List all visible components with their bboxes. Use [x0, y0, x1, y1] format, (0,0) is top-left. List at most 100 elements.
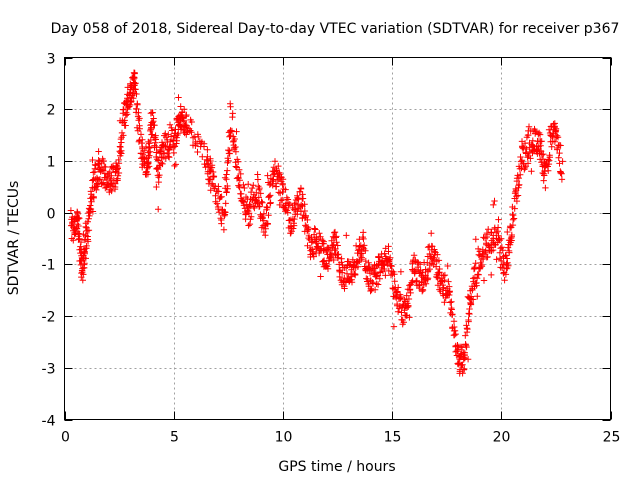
- data-point: [422, 280, 430, 287]
- data-point: [235, 182, 242, 189]
- data-point: [297, 185, 305, 193]
- data-point: [508, 231, 515, 239]
- data-point: [478, 263, 486, 270]
- data-point: [354, 247, 362, 254]
- data-point: [170, 149, 177, 157]
- data-point: [406, 314, 413, 321]
- data-point: [284, 196, 292, 203]
- data-point: [145, 160, 152, 167]
- data-point: [381, 265, 388, 273]
- data-point: [90, 193, 97, 200]
- data-point: [367, 285, 374, 292]
- data-point: [381, 250, 388, 257]
- data-point: [194, 148, 201, 156]
- data-point: [223, 188, 230, 196]
- data-point: [330, 256, 337, 264]
- data-point: [114, 165, 121, 172]
- x-tick-label: 25: [603, 430, 621, 446]
- data-point: [451, 331, 458, 339]
- data-point: [204, 157, 211, 164]
- data-point: [120, 132, 127, 139]
- data-point: [510, 215, 518, 222]
- data-point: [70, 237, 77, 244]
- data-point: [299, 195, 307, 202]
- data-point: [516, 165, 524, 172]
- data-point: [147, 148, 154, 155]
- data-point: [165, 153, 172, 160]
- data-point: [200, 140, 208, 147]
- data-point: [282, 186, 289, 193]
- data-point: [208, 164, 216, 171]
- data-point: [139, 136, 146, 143]
- plot-frame: [64, 57, 611, 420]
- data-point: [250, 203, 257, 210]
- data-point: [285, 202, 292, 209]
- data-point: [412, 278, 420, 285]
- data-point: [264, 204, 271, 211]
- data-point: [75, 222, 82, 230]
- x-tick-label: 15: [384, 430, 402, 446]
- data-point: [463, 322, 470, 329]
- data-point: [296, 188, 304, 195]
- data-point: [477, 264, 484, 271]
- data-point: [133, 90, 140, 98]
- data-point: [245, 222, 252, 229]
- data-point: [415, 282, 423, 289]
- axis-ticks: 0 5 10 15 20 25 -4 -3 -2 -1 0 1 2 3: [42, 52, 621, 446]
- data-point: [515, 184, 522, 191]
- data-point: [557, 169, 564, 177]
- data-point: [488, 247, 495, 255]
- data-point: [275, 162, 282, 170]
- data-point: [256, 203, 263, 210]
- data-point: [444, 262, 451, 270]
- data-point: [302, 212, 309, 219]
- data-point: [245, 181, 252, 188]
- data-point: [232, 163, 239, 170]
- data-point: [291, 200, 298, 207]
- data-point: [489, 246, 497, 254]
- data-point: [352, 271, 359, 278]
- data-point: [222, 209, 229, 216]
- x-axis-label: GPS time / hours: [278, 459, 395, 475]
- data-point: [332, 245, 339, 253]
- data-point: [447, 299, 454, 306]
- data-point: [513, 197, 521, 205]
- data-point: [222, 200, 229, 207]
- data-point: [84, 218, 91, 225]
- data-point: [377, 269, 384, 276]
- data-point: [551, 138, 559, 145]
- data-point: [555, 154, 562, 161]
- data-point: [286, 217, 293, 224]
- data-point: [175, 94, 182, 101]
- data-point: [170, 144, 177, 151]
- data-point: [151, 122, 158, 129]
- data-point: [504, 228, 511, 236]
- data-point: [405, 295, 413, 303]
- data-point: [317, 273, 324, 280]
- data-point: [183, 131, 190, 138]
- data-point: [448, 298, 455, 305]
- data-point: [494, 224, 502, 231]
- data-point: [459, 361, 466, 368]
- data-point: [294, 211, 301, 218]
- data-point: [511, 205, 518, 212]
- data-point: [428, 230, 435, 237]
- data-point: [465, 310, 472, 317]
- data-point: [502, 271, 510, 278]
- data-point: [319, 237, 326, 244]
- data-point: [553, 132, 561, 139]
- data-point: [227, 103, 234, 110]
- data-point: [407, 289, 414, 297]
- data-point: [188, 118, 195, 126]
- data-point: [498, 257, 505, 265]
- data-point: [411, 268, 418, 276]
- data-point: [247, 202, 254, 210]
- data-point: [438, 278, 445, 285]
- data-point: [525, 131, 532, 139]
- data-point: [416, 261, 424, 268]
- data-point: [309, 250, 317, 257]
- data-point: [85, 215, 92, 222]
- data-point: [166, 121, 174, 128]
- data-point: [509, 221, 517, 229]
- data-point: [496, 255, 504, 262]
